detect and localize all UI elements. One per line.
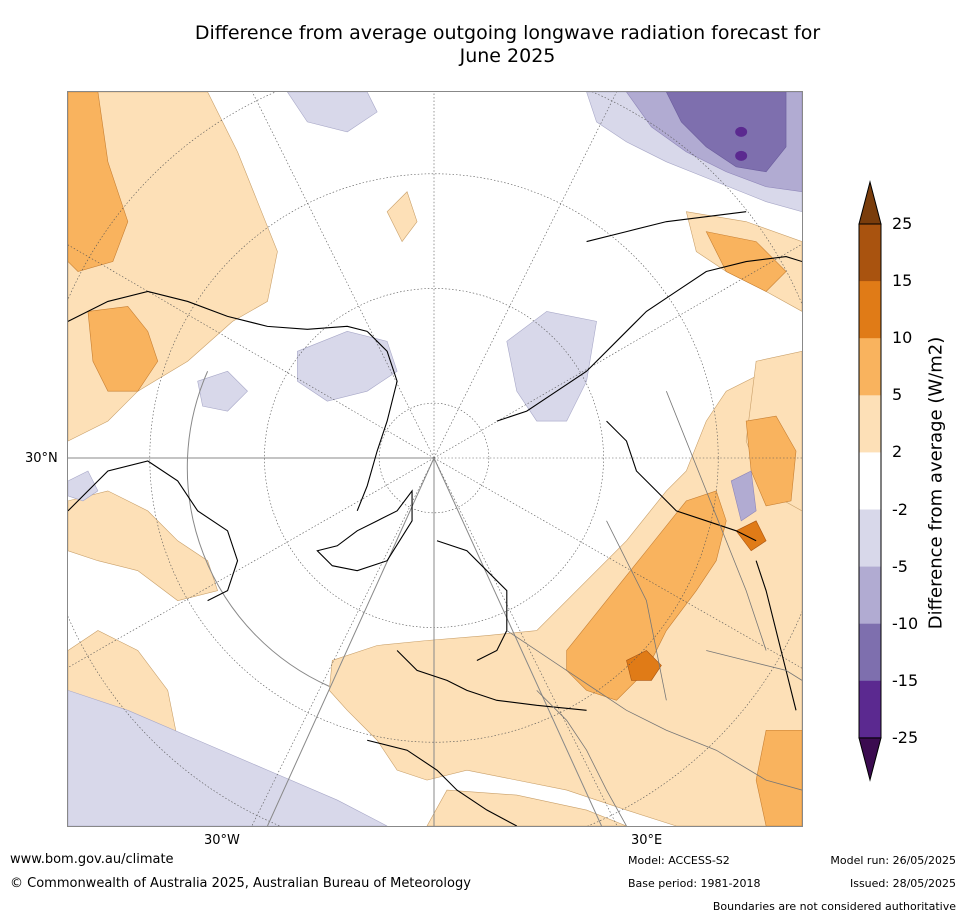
colorbar-tick-label: 25 [892,214,913,233]
anomaly-m25-m15-regions [735,126,748,161]
colorbar-tick-label: 10 [892,328,913,348]
polar-map [67,91,803,827]
country-borders [506,391,802,826]
meridians [68,92,802,826]
colorbar [858,180,882,782]
colorbar-segment-m5_m2 [859,509,881,568]
colorbar-tick-label: 5 [892,385,903,405]
colorbar-segment-2_5 [859,395,881,453]
title-line-1: Difference from average outgoing longwav… [194,22,821,44]
footer-model: Model: ACCESS-S2 [628,854,730,867]
colorbar-segment-15_25 [859,224,881,282]
colorbar-segment-m15_m10 [859,623,881,682]
anomaly-m15-m10-regions [666,92,787,173]
footer-disclaimer: Boundaries are not considered authoritat… [712,900,956,913]
colorbar-extend-top [858,180,882,225]
reference-lines [68,371,603,826]
footer-url[interactable]: www.bom.gov.au/climate [10,852,174,867]
footer-issued: Issued: 28/05/2025 [849,877,956,890]
colorbar-segment-5_10 [859,338,881,396]
colorbar-tick-label: -10 [892,613,919,633]
colorbar-tick-label: -5 [892,556,908,576]
colorbar-tick-label: 2 [892,442,903,462]
lon-label-30e: 30°E [631,833,663,848]
footer-copyright: © Commonwealth of Australia 2025, Austra… [10,876,471,891]
footer-base-period: Base period: 1981-2018 [628,877,761,890]
colorbar-segment-m10_m5 [859,566,881,625]
colorbar-tick-label: -25 [892,727,919,747]
anomaly-5-10-regions [68,92,802,826]
lon-label-30w: 30°W [204,833,240,848]
anomaly-10-15-regions [626,520,767,681]
title-line-2: June 2025 [459,45,556,67]
colorbar-tick-label: -2 [892,499,908,519]
colorbar-extend-bottom [858,737,882,782]
footer-model-run: Model run: 26/05/2025 [830,854,956,867]
colorbar-tick-label: -15 [892,670,919,690]
colorbar-segment-10_15 [859,281,881,339]
lat-label-30n: 30°N [25,451,58,466]
map-title: Difference from average outgoing longwav… [100,22,915,68]
colorbar-segment-m2_2 [859,452,881,510]
colorbar-segment-m25_m15 [859,680,881,739]
colorbar-tick-label: 15 [892,271,913,291]
coastlines [68,211,802,826]
colorbar-title: Difference from average (W/m2) [925,336,947,630]
